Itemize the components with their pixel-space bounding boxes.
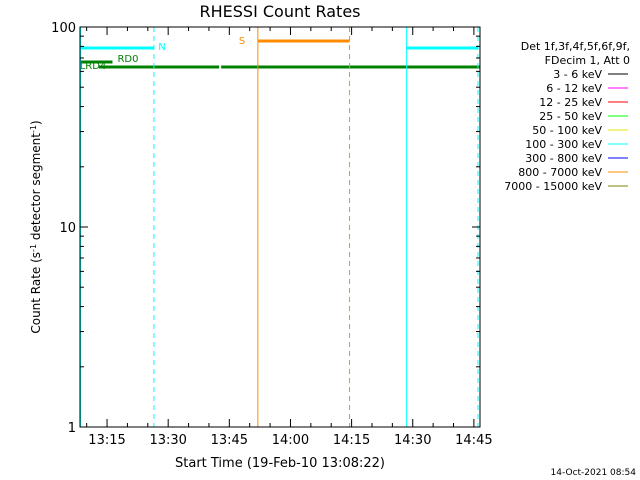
y-label-main: Count Rate (s xyxy=(29,252,43,334)
y-label-sup1: -1 xyxy=(29,244,38,252)
legend: Det 1f,3f,4f,5f,6f,9f, FDecim 1, Att 0 3… xyxy=(504,40,630,193)
flag-label: S xyxy=(239,36,245,47)
x-tick-label: 14:00 xyxy=(272,433,309,448)
legend-header-line2: FDecim 1, Att 0 xyxy=(545,54,630,67)
legend-label: 12 - 25 keV xyxy=(539,96,602,109)
x-tick-label: 13:45 xyxy=(211,433,248,448)
axis-layer: 13:15 13:30 13:45 14:00 14:15 14:30 14:45 1 10 10… xyxy=(51,21,492,448)
x-tick-label: 14:45 xyxy=(455,433,492,448)
y-tick-label: 1 xyxy=(68,421,76,436)
render-timestamp: 14-Oct-2021 08:54 xyxy=(551,468,637,478)
chart-title: RHESSI Count Rates xyxy=(200,2,361,21)
legend-label: 3 - 6 keV xyxy=(553,68,602,81)
y-tick-label: 10 xyxy=(59,221,76,236)
legend-label: 6 - 12 keV xyxy=(546,82,602,95)
legend-label: 800 - 7000 keV xyxy=(518,166,602,179)
flag-layer: N S RD0 LRD4 xyxy=(80,36,480,72)
y-tick-label: 100 xyxy=(51,21,76,36)
flag-label: N xyxy=(158,42,165,53)
legend-label: 50 - 100 keV xyxy=(532,124,602,137)
legend-label: 100 - 300 keV xyxy=(525,138,602,151)
x-tick-label: 14:30 xyxy=(394,433,431,448)
x-tick-label: 14:15 xyxy=(333,433,370,448)
legend-label: 300 - 800 keV xyxy=(525,152,602,165)
legend-label: 25 - 50 keV xyxy=(539,110,602,123)
x-tick-label: 13:30 xyxy=(149,433,186,448)
legend-label: 7000 - 15000 keV xyxy=(504,180,602,193)
y-label-mid: detector segment xyxy=(29,133,43,244)
y-label-sup2: -1 xyxy=(29,125,38,133)
legend-header-line1: Det 1f,3f,4f,5f,6f,9f, xyxy=(521,40,630,53)
y-axis-label: Count Rate (s-1 detector segment-1) xyxy=(29,120,44,333)
flag-label: RD0 xyxy=(117,54,138,65)
y-label-end: ) xyxy=(29,120,43,125)
x-axis-label: Start Time (19-Feb-10 13:08:22) xyxy=(175,456,385,471)
flag-label: LRD4 xyxy=(80,61,107,72)
x-tick-label: 13:15 xyxy=(88,433,125,448)
